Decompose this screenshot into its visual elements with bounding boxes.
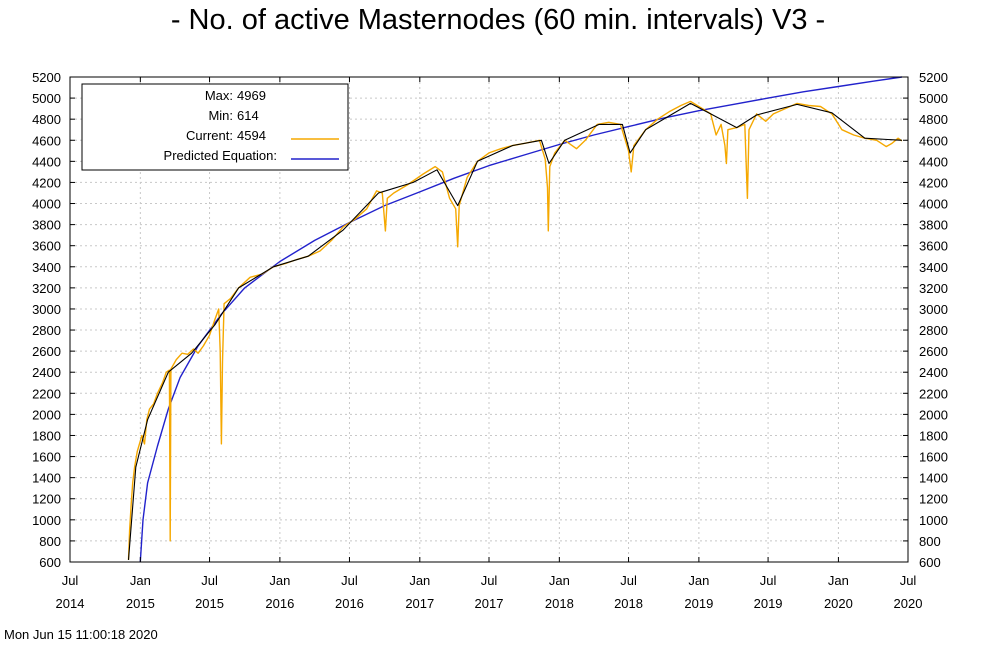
x-tick-month-label: Jan [688,573,709,588]
x-tick-month-label: Jul [760,573,777,588]
y-tick-label: 2600 [32,344,61,359]
y-tick-label: 2200 [32,386,61,401]
y-tick-label: 2400 [32,365,61,380]
y-tick-label: 3000 [919,302,948,317]
x-tick-year-label: 2015 [126,596,155,611]
chart-title: - No. of active Masternodes (60 min. int… [170,4,826,36]
y-tick-label: 2600 [919,344,948,359]
series-line-1 [127,102,902,560]
legend-min-value: 614 [237,108,259,123]
legend-current-label: Current: [186,128,233,143]
y-tick-label: 1800 [919,428,948,443]
y-tick-label: 800 [39,534,61,549]
timestamp: Mon Jun 15 11:00:18 2020 [4,627,158,642]
x-tick-month-label: Jan [549,573,570,588]
legend-current-value: 4594 [237,128,266,143]
x-tick-year-label: 2014 [56,596,85,611]
x-tick-year-label: 2015 [195,596,224,611]
y-tick-label: 5000 [919,91,948,106]
y-tick-label: 3200 [32,281,61,296]
y-tick-label: 2800 [32,323,61,338]
y-tick-label: 3600 [32,239,61,254]
y-tick-label: 4200 [32,175,61,190]
y-tick-label: 4000 [32,197,61,212]
y-tick-label: 2400 [919,365,948,380]
y-tick-label: 4400 [919,154,948,169]
y-tick-label: 5200 [32,70,61,85]
x-tick-month-label: Jul [62,573,79,588]
y-tick-label: 3400 [919,260,948,275]
y-tick-label: 2800 [919,323,948,338]
y-axis-right-ticks: 600 800 1000 1200 1400 1600 1800 2000 2200 2400 26… [903,70,948,570]
x-tick-month-label: Jan [828,573,849,588]
x-tick-year-label: 2016 [265,596,294,611]
legend: Max: 4969 Min: 614 Current: 4594 Predict… [81,83,349,171]
x-tick-month-label: Jul [900,573,917,588]
y-tick-label: 1000 [32,513,61,528]
y-axis-left-ticks: 600 800 1000 1200 1400 1600 1800 2000 2200 2400 26… [32,70,75,570]
y-tick-label: 3000 [32,302,61,317]
y-tick-label: 3600 [919,239,948,254]
x-tick-month-label: Jul [481,573,498,588]
y-tick-label: 800 [919,534,941,549]
y-tick-label: 1200 [32,492,61,507]
y-tick-label: 4800 [919,112,948,127]
x-tick-month-label: Jan [269,573,290,588]
y-tick-label: 1800 [32,428,61,443]
x-tick-year-label: 2017 [475,596,504,611]
y-tick-label: 1600 [32,450,61,465]
x-tick-year-label: 2019 [754,596,783,611]
y-tick-label: 5200 [919,70,948,85]
x-tick-year-label: 2019 [684,596,713,611]
x-tick-month-label: Jan [130,573,151,588]
legend-min-label: Min: [208,108,233,123]
y-tick-label: 1200 [919,492,948,507]
y-tick-label: 4600 [919,133,948,148]
y-tick-label: 3200 [919,281,948,296]
legend-max-value: 4969 [237,88,266,103]
y-tick-label: 1600 [919,450,948,465]
legend-box [81,83,349,171]
legend-predicted-label: Predicted Equation: [164,148,277,163]
x-tick-year-label: 2018 [614,596,643,611]
y-tick-label: 1000 [919,513,948,528]
y-tick-label: 2000 [919,407,948,422]
y-tick-label: 3800 [919,218,948,233]
x-tick-year-label: 2017 [405,596,434,611]
y-tick-label: 600 [919,555,941,570]
y-tick-label: 2200 [919,386,948,401]
y-tick-label: 4200 [919,175,948,190]
y-tick-label: 1400 [32,471,61,486]
y-tick-label: 4400 [32,154,61,169]
x-tick-year-label: 2018 [545,596,574,611]
y-tick-label: 4600 [32,133,61,148]
y-tick-label: 1400 [919,471,948,486]
y-tick-label: 5000 [32,91,61,106]
x-tick-month-label: Jan [409,573,430,588]
y-tick-label: 3400 [32,260,61,275]
y-tick-label: 4800 [32,112,61,127]
x-tick-month-label: Jul [341,573,358,588]
x-axis-ticks: Jul 2014 Jan 2015 Jul 2015 Jan 2016 Jul 2016 Jan 20… [56,77,923,611]
x-tick-month-label: Jul [620,573,637,588]
y-tick-label: 2000 [32,407,61,422]
series-line-0 [127,100,903,560]
y-tick-label: 600 [39,555,61,570]
x-tick-year-label: 2016 [335,596,364,611]
legend-max-label: Max: [205,88,233,103]
x-tick-year-label: 2020 [824,596,853,611]
x-tick-month-label: Jul [201,573,218,588]
series-lines [127,76,903,563]
x-tick-year-label: 2020 [894,596,923,611]
series-line-2 [139,76,903,563]
y-tick-label: 4000 [919,197,948,212]
y-tick-label: 3800 [32,218,61,233]
